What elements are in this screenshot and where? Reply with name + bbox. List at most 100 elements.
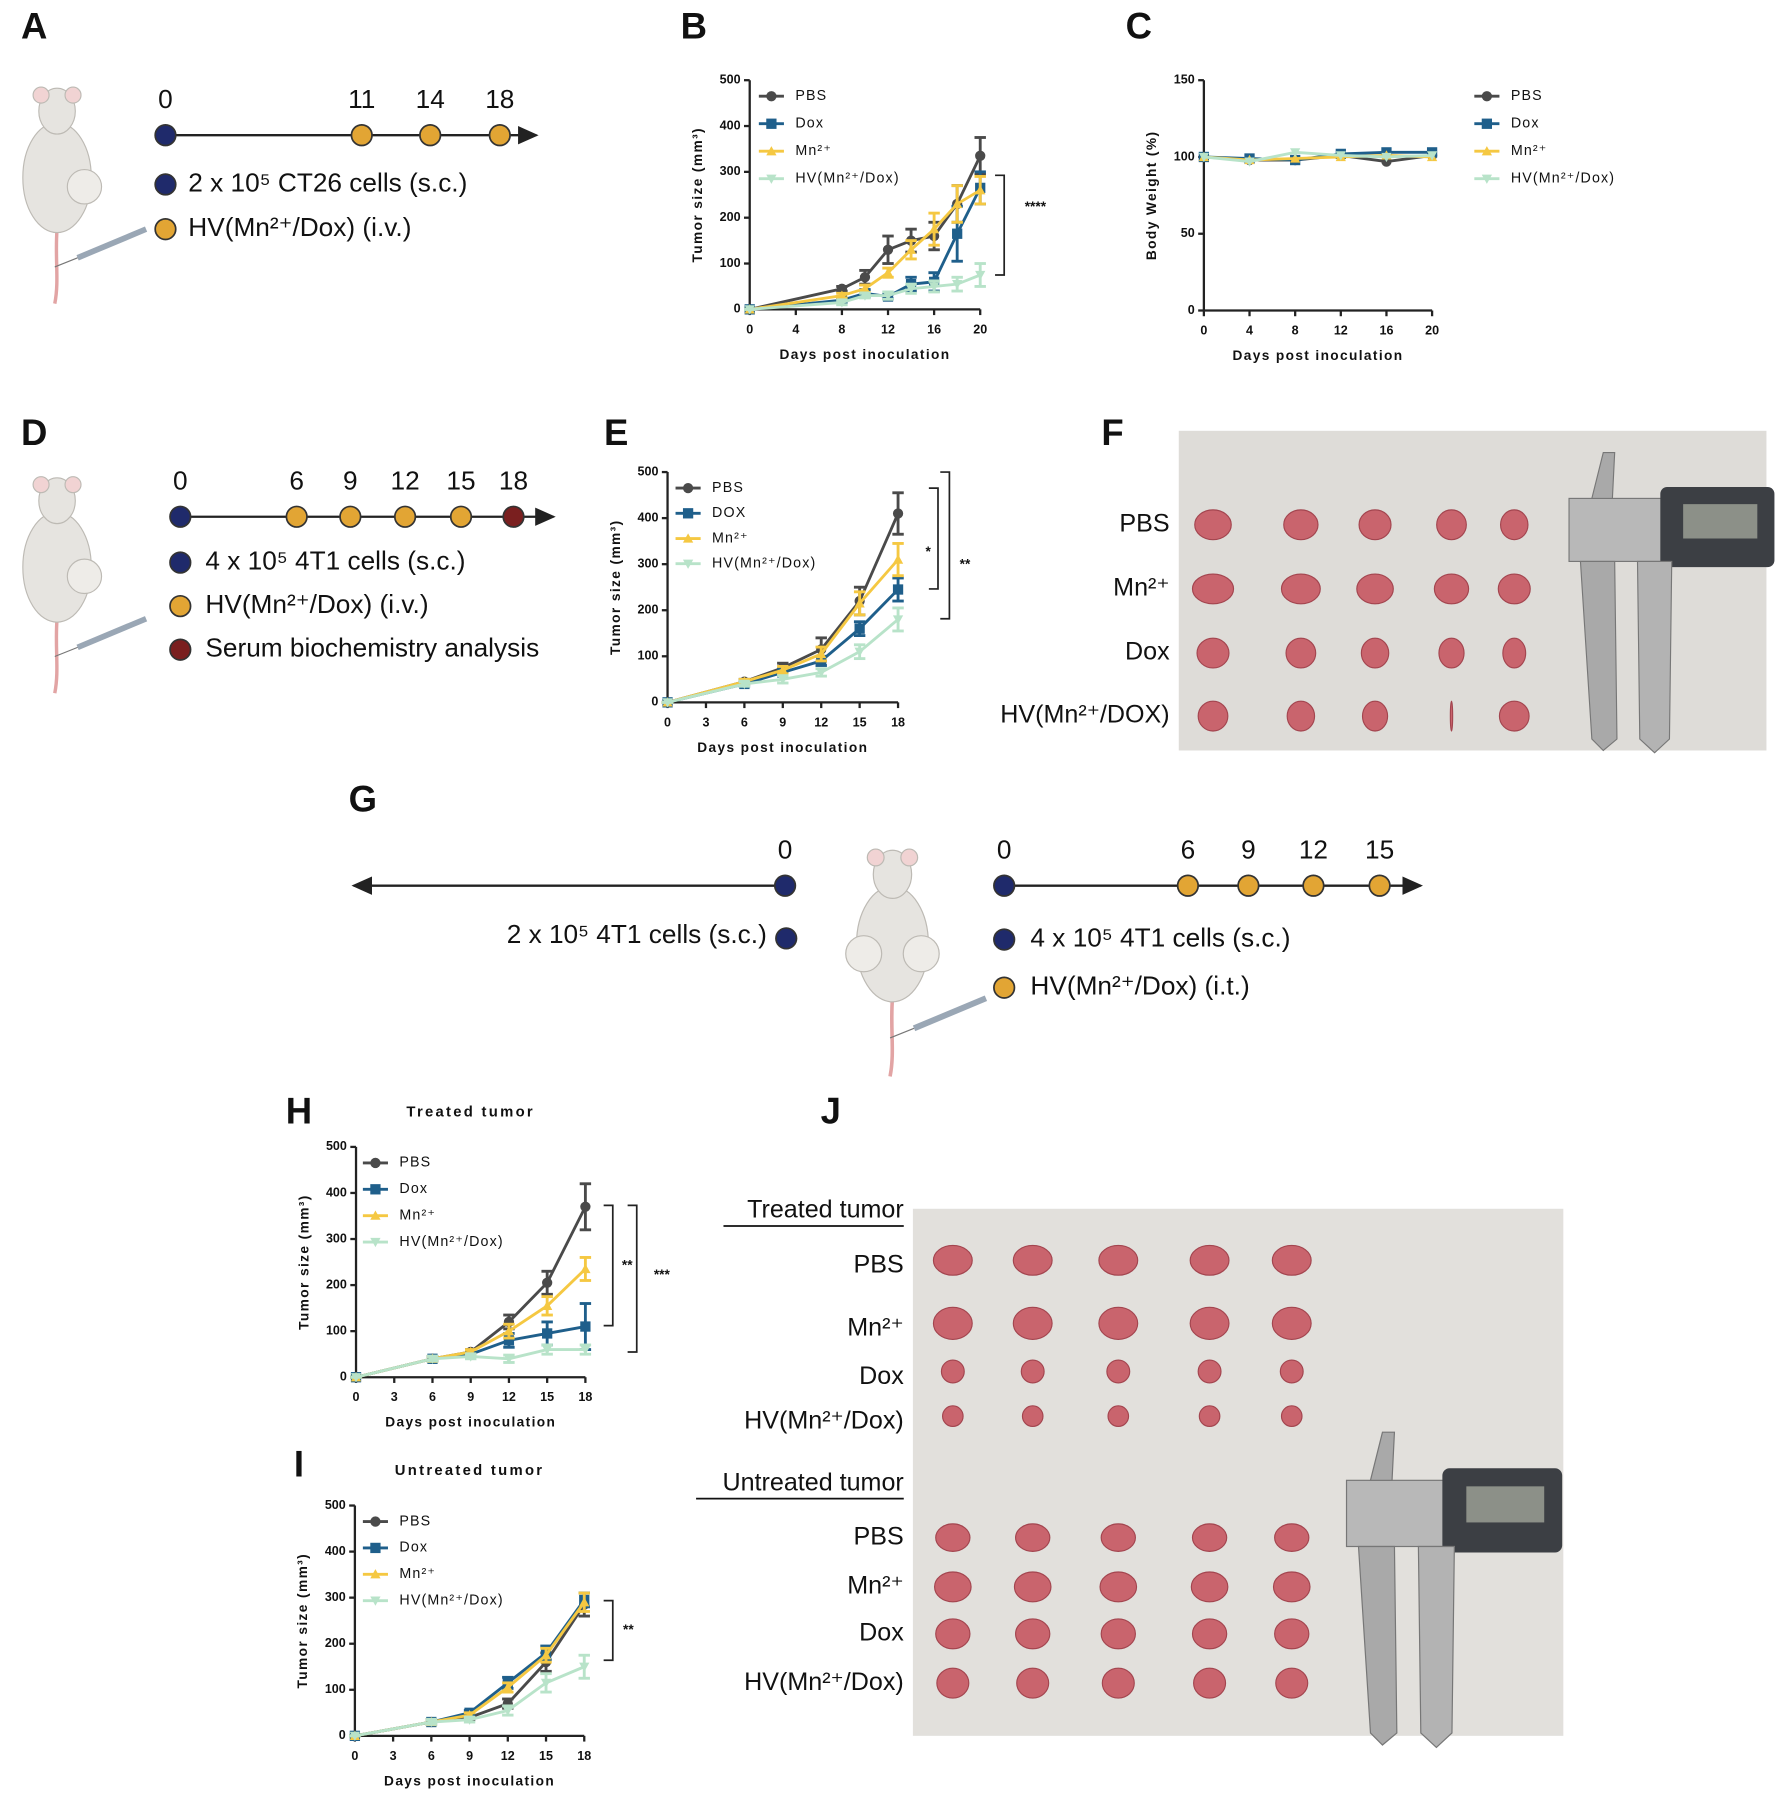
data-point bbox=[975, 270, 986, 281]
panel-label: E bbox=[604, 412, 628, 453]
data-point bbox=[1290, 148, 1301, 158]
chart-title: Treated tumor bbox=[406, 1104, 535, 1120]
y-tick-label: 100 bbox=[720, 256, 741, 270]
x-tick-label: 12 bbox=[502, 1390, 516, 1404]
significance-label: * bbox=[925, 544, 931, 559]
legend-label: HV(Mn²⁺/Dox) bbox=[399, 1234, 503, 1250]
timeline-legend: 4 x 10⁵ 4T1 cells (s.c.) bbox=[1030, 922, 1290, 952]
x-tick-label: 18 bbox=[578, 1390, 592, 1404]
tumor bbox=[1190, 1571, 1229, 1603]
data-point bbox=[540, 1678, 552, 1689]
timeline-dot bbox=[1368, 874, 1391, 897]
data-point bbox=[816, 668, 827, 678]
mouse-tail bbox=[53, 229, 59, 304]
y-axis-label: Tumor size (mm³) bbox=[608, 519, 623, 655]
legend-marker bbox=[370, 1210, 381, 1220]
y-tick-label: 500 bbox=[325, 1498, 346, 1512]
y-tick-label: 300 bbox=[720, 164, 741, 178]
data-point bbox=[1335, 151, 1346, 161]
y-tick-label: 100 bbox=[637, 649, 658, 663]
tumor bbox=[1272, 1571, 1311, 1603]
y-tick-label: 400 bbox=[325, 1544, 346, 1558]
mouse-ear bbox=[32, 476, 50, 494]
timeline-tick: 0 bbox=[997, 834, 1012, 864]
timeline-tick: 11 bbox=[348, 84, 375, 114]
x-tick-label: 15 bbox=[539, 1749, 553, 1763]
data-point bbox=[739, 679, 750, 690]
x-tick-label: 0 bbox=[353, 1390, 360, 1404]
tumor bbox=[1499, 509, 1529, 541]
mouse-illustration bbox=[845, 848, 988, 1077]
legend-marker bbox=[1481, 146, 1493, 156]
y-tick-label: 50 bbox=[1181, 226, 1195, 240]
data-point bbox=[579, 1597, 590, 1607]
legend-marker bbox=[370, 1237, 381, 1248]
caliper-jaw bbox=[1417, 1545, 1455, 1749]
data-point bbox=[836, 298, 848, 308]
data-point bbox=[662, 698, 673, 708]
tumor bbox=[1016, 1667, 1050, 1699]
timeline-legend: 4 x 10⁵ 4T1 cells (s.c.) bbox=[205, 545, 465, 575]
timeline-legend: 2 x 10⁵ CT26 cells (s.c.) bbox=[188, 167, 467, 197]
y-tick-label: 0 bbox=[651, 695, 658, 709]
data-point bbox=[350, 1373, 362, 1383]
photo-row-label: Dox bbox=[859, 1362, 904, 1390]
timeline-tick: 9 bbox=[1241, 834, 1256, 864]
tumor bbox=[934, 1571, 972, 1603]
y-tick-label: 0 bbox=[339, 1728, 346, 1742]
x-tick-label: 20 bbox=[973, 322, 987, 336]
data-point bbox=[1426, 151, 1438, 161]
x-tick-label: 12 bbox=[1334, 323, 1348, 337]
legend-label: HV(Mn²⁺/Dox) bbox=[1511, 171, 1615, 187]
timeline-tick: 15 bbox=[1365, 834, 1394, 864]
caliper-screen bbox=[1683, 504, 1758, 539]
x-tick-label: 18 bbox=[891, 715, 905, 729]
timeline-dot bbox=[488, 124, 511, 147]
data-point bbox=[952, 228, 963, 239]
data-point bbox=[542, 1277, 553, 1288]
y-tick-label: 500 bbox=[326, 1139, 347, 1153]
data-point bbox=[579, 1662, 590, 1672]
chart-title: Untreated tumor bbox=[395, 1463, 545, 1479]
data-point bbox=[859, 291, 871, 301]
legend-marker bbox=[370, 1569, 381, 1579]
data-point bbox=[975, 185, 986, 195]
y-axis-label: Body Weight (%) bbox=[1144, 131, 1159, 261]
mouse-ear bbox=[900, 848, 919, 867]
data-point bbox=[777, 664, 788, 675]
timeline-tick: 18 bbox=[499, 465, 528, 495]
photo-row-label: Dox bbox=[1125, 638, 1170, 666]
data-point bbox=[580, 1263, 591, 1274]
panel-label: G bbox=[349, 779, 377, 820]
timeline-dot bbox=[775, 927, 798, 950]
legend-marker bbox=[1481, 174, 1493, 184]
data-point bbox=[1290, 153, 1301, 163]
data-point bbox=[836, 283, 848, 294]
y-axis-label: Tumor size (mm³) bbox=[295, 1553, 310, 1689]
timeline-dot bbox=[169, 551, 192, 574]
timeline-dot bbox=[773, 874, 797, 897]
tumor bbox=[1197, 700, 1229, 732]
timeline-dot bbox=[502, 505, 525, 528]
y-tick-label: 200 bbox=[720, 210, 741, 224]
y-tick-label: 300 bbox=[325, 1590, 346, 1604]
syringe bbox=[912, 995, 988, 1032]
legend-marker bbox=[370, 1157, 381, 1169]
timeline-tick: 14 bbox=[416, 84, 445, 114]
tumor bbox=[1283, 509, 1319, 541]
timeline-dot bbox=[169, 594, 192, 618]
data-point bbox=[503, 1335, 515, 1346]
panel-label: B bbox=[681, 5, 707, 46]
legend-label: DOX bbox=[712, 505, 746, 521]
legend-label: Dox bbox=[399, 1181, 428, 1197]
x-tick-label: 3 bbox=[390, 1749, 397, 1763]
data-point bbox=[503, 1325, 515, 1336]
x-tick-label: 12 bbox=[501, 1749, 515, 1763]
caliper-jaw bbox=[1579, 560, 1618, 752]
x-axis-label: Days post inoculation bbox=[384, 1773, 555, 1788]
timeline-tick: 0 bbox=[158, 84, 173, 114]
tumor bbox=[1100, 1523, 1136, 1552]
y-tick-label: 200 bbox=[637, 603, 658, 617]
data-point bbox=[503, 1354, 515, 1364]
series-line bbox=[354, 1665, 585, 1738]
